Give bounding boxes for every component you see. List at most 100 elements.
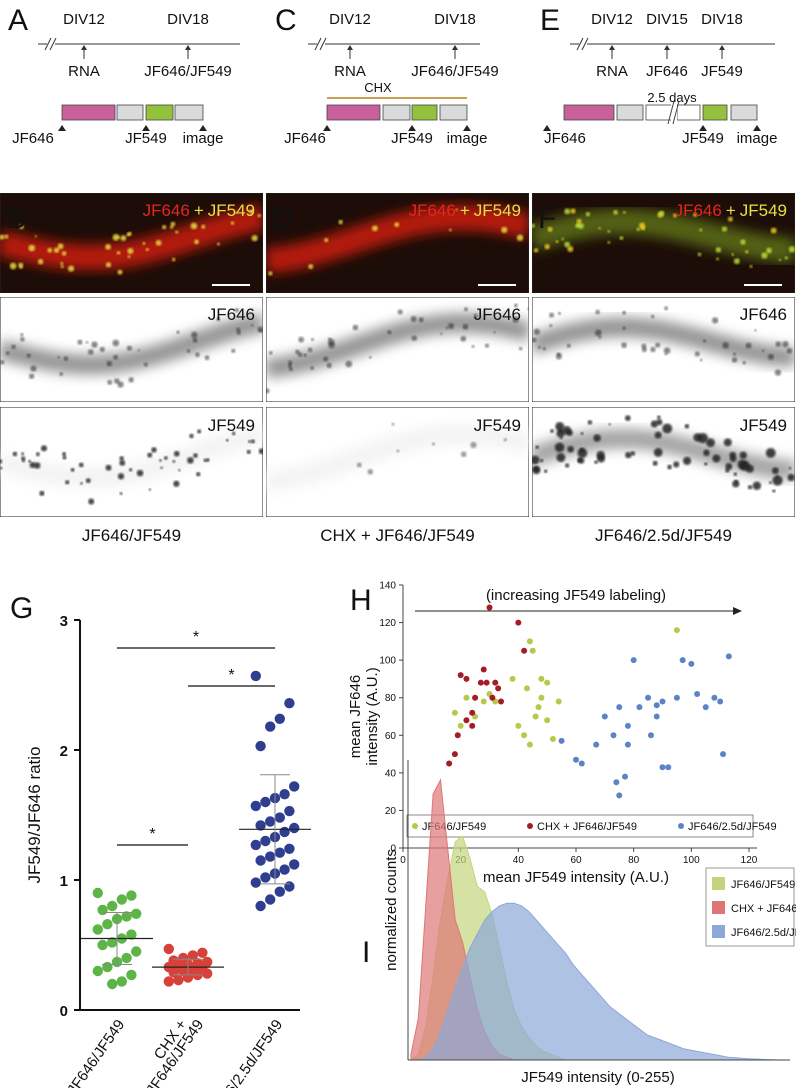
puncta [162, 225, 167, 230]
puncta [194, 239, 199, 245]
point [526, 638, 533, 645]
dot [284, 843, 295, 854]
dot [255, 820, 266, 831]
puncta [323, 356, 329, 362]
puncta [484, 343, 490, 348]
y-tick-label: 20 [385, 806, 397, 817]
puncta [371, 225, 378, 232]
event: RNA [68, 63, 100, 80]
arrow-head [185, 45, 191, 50]
point [535, 704, 542, 711]
puncta [734, 479, 738, 484]
puncta [289, 367, 293, 371]
puncta [173, 450, 180, 457]
puncta [85, 478, 91, 484]
channel-label: JF646 + JF549 [675, 201, 787, 220]
dot [279, 864, 290, 875]
point [483, 679, 490, 686]
puncta [116, 251, 121, 255]
puncta [711, 317, 719, 324]
puncta [550, 429, 554, 433]
puncta [471, 344, 475, 348]
puncta [62, 452, 67, 456]
puncta [28, 244, 36, 252]
puncta [37, 258, 44, 265]
x-axis-label: JF549 intensity (0-255) [521, 1069, 674, 1086]
point [498, 698, 505, 705]
puncta [387, 330, 392, 335]
y-axis-label: normalized counts [383, 849, 400, 971]
puncta [197, 429, 202, 434]
channel-label: JF646 + JF549 [143, 201, 255, 220]
dendrite [266, 312, 529, 379]
puncta [119, 460, 126, 466]
micrograph [532, 297, 795, 402]
channel-name: + [460, 201, 470, 220]
marker [699, 125, 707, 131]
schedule-box [382, 104, 411, 121]
schedule-box [145, 104, 174, 121]
puncta [59, 372, 64, 376]
point [613, 779, 620, 786]
x-tick-label: 80 [628, 855, 640, 866]
puncta [625, 451, 632, 459]
puncta [19, 265, 23, 270]
puncta [532, 337, 537, 343]
puncta [742, 361, 746, 365]
point [549, 736, 556, 743]
legend-label: JF646/2.5d/JF549 [731, 927, 796, 939]
dot [255, 855, 266, 866]
puncta [310, 366, 314, 370]
dot [279, 826, 290, 838]
marker [753, 125, 761, 131]
dendrite [532, 317, 795, 368]
puncta [761, 252, 768, 259]
puncta [607, 240, 611, 244]
puncta [142, 241, 146, 245]
point [720, 751, 727, 758]
puncta [34, 235, 38, 238]
dot [92, 887, 104, 899]
dot [255, 900, 266, 912]
dot [284, 698, 295, 709]
puncta [731, 252, 735, 256]
puncta [537, 345, 541, 349]
schedule-box [563, 104, 615, 121]
point [509, 675, 516, 682]
puncta [431, 442, 436, 446]
significance-label: * [228, 667, 234, 684]
puncta [288, 360, 293, 365]
puncta [640, 225, 646, 231]
puncta [739, 451, 748, 459]
legend-swatch [412, 823, 418, 829]
puncta [391, 422, 395, 426]
puncta [249, 209, 254, 214]
puncta [57, 355, 60, 359]
puncta [448, 323, 455, 330]
y-axis-label: JF549/JF646 ratio [25, 746, 44, 883]
point [469, 709, 476, 716]
point [578, 760, 585, 767]
puncta [598, 335, 602, 339]
puncta [697, 432, 709, 444]
legend-swatch [712, 877, 725, 890]
panel-letter: D [272, 202, 294, 235]
dot [107, 900, 118, 912]
puncta [206, 458, 210, 462]
y-axis-label: mean JF646 [347, 675, 364, 758]
puncta [20, 333, 24, 337]
schedule-box [411, 104, 438, 121]
legend-swatch [712, 925, 725, 938]
puncta [91, 341, 98, 348]
puncta [33, 462, 41, 469]
error-bar [102, 912, 132, 965]
puncta [170, 221, 176, 227]
arrow-head [719, 45, 725, 50]
schedule-label: image [737, 130, 778, 147]
y-tick-label: 40 [385, 768, 397, 779]
timepoint: DIV18 [434, 11, 476, 28]
puncta [225, 438, 229, 442]
puncta [216, 242, 221, 246]
panel-letter: F [538, 202, 556, 235]
point [616, 792, 623, 799]
